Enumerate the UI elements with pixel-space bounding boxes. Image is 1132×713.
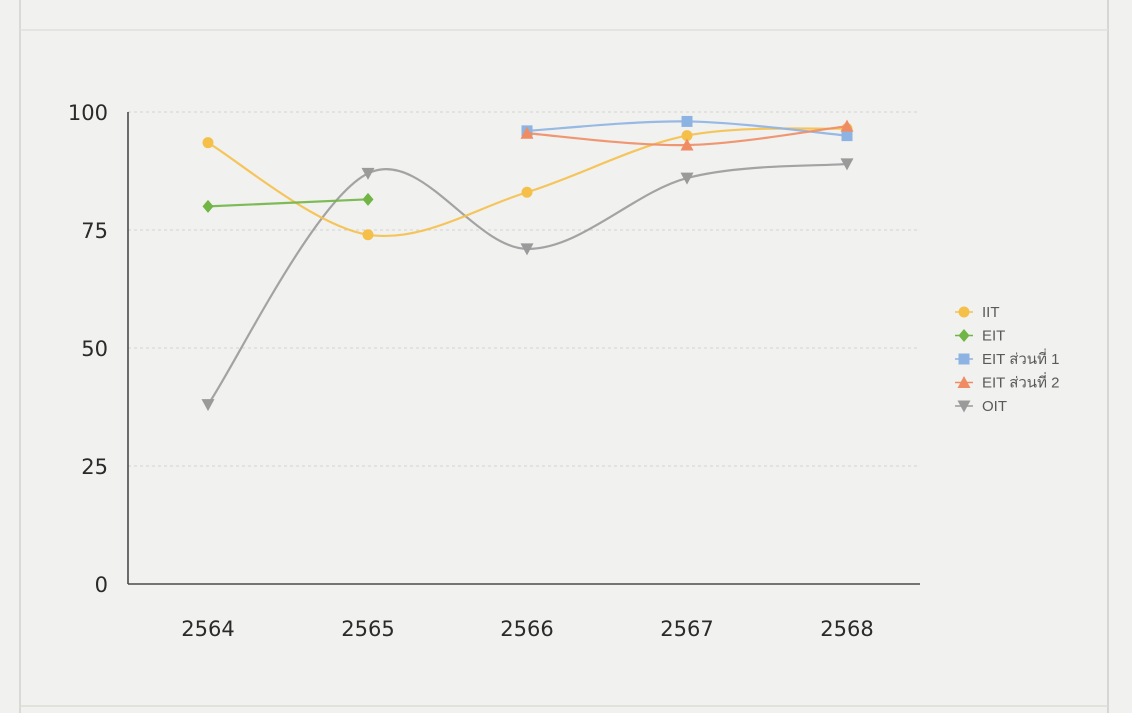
legend-label: IIT (982, 304, 1000, 321)
data-point-eit-1-2 (681, 115, 693, 127)
series-line-eit-1 (207, 198, 369, 208)
data-point-iit-0 (521, 186, 533, 198)
legend-label: EIT (982, 328, 1005, 345)
data-point-oit-4 (840, 158, 854, 171)
data-point-oit-4 (520, 243, 534, 256)
x-tick-label: 2564 (181, 617, 234, 641)
data-point-oit-4 (680, 172, 694, 185)
data-point-eit-2-3 (520, 126, 534, 139)
data-point-iit-0 (362, 229, 374, 241)
x-tick-label: 2566 (500, 617, 553, 641)
y-tick-label: 100 (68, 101, 108, 125)
x-tick-label: 2567 (660, 617, 713, 641)
data-point-eit-1 (202, 199, 214, 213)
legend-marker (958, 353, 970, 365)
data-point-eit-1 (362, 192, 374, 206)
y-tick-label: 0 (95, 573, 108, 597)
legend-marker (958, 329, 970, 342)
legend-marker (957, 376, 971, 388)
legend-label: EIT ส่วนที่ 2 (982, 372, 1059, 392)
legend-label: EIT ส่วนที่ 1 (982, 348, 1059, 368)
y-tick-label: 75 (81, 219, 108, 243)
data-point-eit-2-3 (680, 138, 694, 151)
series-line-iit-0 (207, 127, 848, 237)
data-point-eit-1-2 (841, 130, 853, 142)
x-tick-label: 2565 (341, 617, 394, 641)
data-point-eit-2-3 (840, 119, 854, 132)
data-point-oit-4 (361, 167, 375, 180)
legend-marker (958, 306, 970, 318)
legend-label: OIT (982, 398, 1007, 415)
series-line-oit-4 (207, 162, 848, 406)
legend-marker (957, 400, 971, 413)
x-tick-label: 2568 (820, 617, 873, 641)
y-tick-label: 25 (81, 455, 108, 479)
data-point-iit-0 (681, 130, 693, 142)
data-point-oit-4 (201, 399, 215, 412)
data-point-iit-0 (202, 137, 214, 149)
y-tick-label: 50 (81, 337, 108, 361)
